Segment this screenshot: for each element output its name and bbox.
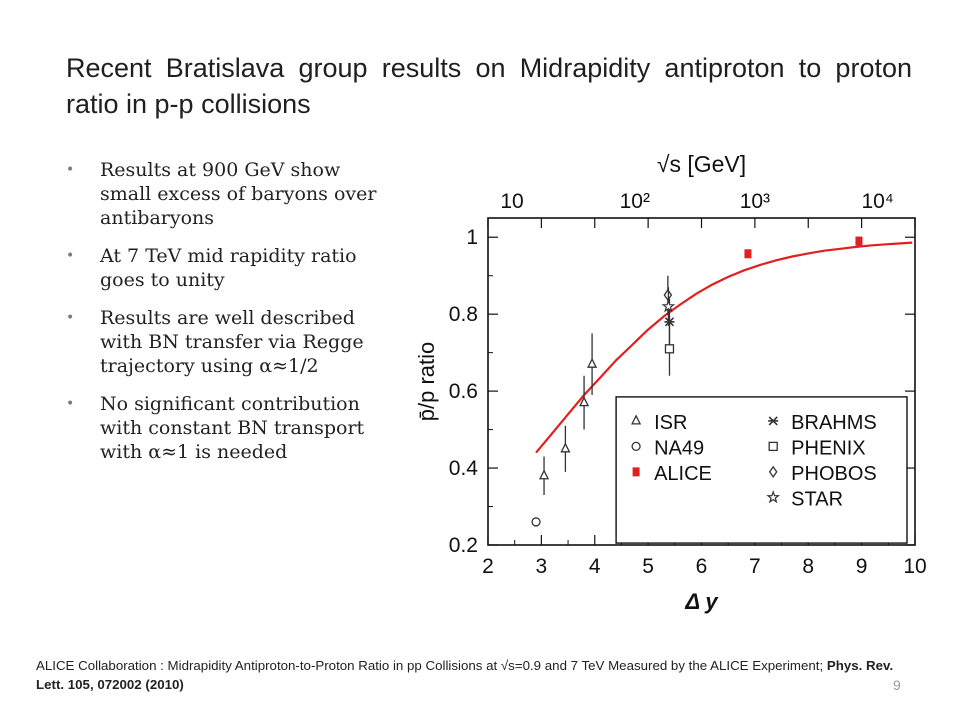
bullet-icon: •	[66, 396, 75, 412]
x-axis-label: Δ y	[684, 589, 719, 614]
legend-label: ISR	[654, 412, 687, 434]
legend-label: STAR	[791, 488, 843, 510]
y-tick-label: 0.8	[449, 303, 478, 326]
legend-marker	[766, 490, 781, 504]
data-point	[531, 517, 541, 527]
marker-open-square	[768, 441, 778, 452]
bullet-text: Results are well described with BN trans…	[100, 307, 364, 377]
y-axis-label: p̄/p ratio	[414, 342, 439, 422]
slide-title: Recent Bratislava group results on Midra…	[66, 53, 912, 119]
x-tick-label: 5	[642, 555, 654, 578]
x-tick-label: 8	[802, 555, 814, 578]
y-tick-label: 1	[466, 226, 478, 249]
bullet-item: • No significant contribution with consta…	[60, 392, 395, 464]
x-tick-label: 6	[696, 555, 708, 578]
marker-diamond	[768, 465, 778, 479]
marker-triangle	[587, 357, 598, 368]
marker-triangle	[560, 442, 571, 453]
data-point	[664, 344, 675, 354]
bullet-item: • At 7 TeV mid rapidity ratio goes to uni…	[60, 244, 395, 292]
legend-label: PHOBOS	[791, 463, 877, 485]
bullet-item: • Results are well described with BN tran…	[60, 306, 395, 378]
citation-text: ALICE Collaboration : Midrapidity Antipr…	[36, 658, 824, 673]
citation-footer: ALICE Collaboration : Midrapidity Antipr…	[36, 656, 916, 694]
marker-circle	[531, 517, 541, 527]
legend-label: PHENIX	[791, 437, 865, 459]
marker-open-square	[664, 344, 675, 354]
y-tick-label: 0.4	[449, 457, 479, 480]
legend-label: NA49	[654, 437, 704, 459]
top-tick-label: 10²	[620, 190, 650, 213]
y-tick-label: 0.2	[449, 534, 478, 557]
legend-marker	[768, 416, 779, 426]
legend-marker	[631, 414, 642, 425]
bullet-text: At 7 TeV mid rapidity ratio goes to unit…	[100, 245, 357, 291]
legend-marker	[631, 441, 641, 452]
legend-label: ALICE	[654, 463, 712, 485]
top-tick-label: 10³	[740, 190, 770, 213]
marker-triangle	[631, 414, 642, 425]
bullet-icon: •	[66, 310, 75, 326]
x-tick-label: 9	[856, 555, 868, 578]
legend-box	[615, 396, 908, 544]
bullet-icon: •	[66, 162, 75, 178]
x-tick-label: 10	[903, 555, 926, 578]
bullet-text: No significant contribution with constan…	[100, 393, 365, 463]
bullet-item: • Results at 900 GeV show small excess of…	[60, 158, 395, 230]
legend-label: BRAHMS	[791, 412, 877, 434]
data-point	[579, 396, 590, 407]
page-number: 9	[893, 677, 901, 693]
citation-reference: Phys. Rev. Lett. 105, 072002 (2010)	[36, 658, 894, 692]
marker-star	[661, 299, 676, 313]
marker-star	[766, 490, 781, 504]
legend-marker	[768, 465, 778, 479]
bullet-list: • Results at 900 GeV show small excess of…	[60, 158, 395, 478]
bullet-icon: •	[66, 248, 75, 264]
y-tick-label: 0.6	[449, 380, 478, 403]
data-point	[855, 236, 863, 246]
x-tick-label: 4	[589, 555, 601, 578]
data-point	[560, 442, 571, 453]
bullet-text: Results at 900 GeV show small excess of …	[100, 159, 377, 229]
top-tick-label: 10⁴	[861, 190, 893, 213]
marker-triangle	[579, 396, 590, 407]
ratio-chart: 2 3 4 5 6 7 8 9 10 0.2 0.4 0.6 0.8 1 10 10² 10³ 10⁴ √s [Ge…	[414, 151, 927, 614]
marker-square	[744, 249, 752, 259]
fit-curve	[535, 241, 913, 454]
x-tick-label: 7	[749, 555, 761, 578]
marker-square	[855, 236, 863, 246]
marker-square	[632, 467, 640, 477]
data-point	[538, 469, 550, 480]
marker-triangle	[538, 469, 550, 480]
top-axis-label: √s [GeV]	[657, 151, 746, 177]
top-tick-label: 10	[500, 190, 523, 213]
legend-marker	[632, 467, 640, 477]
marker-circle	[631, 441, 641, 452]
data-point	[661, 299, 676, 313]
data-point	[587, 357, 598, 368]
data-point	[744, 249, 752, 259]
x-tick-label: 3	[536, 555, 548, 578]
x-tick-label: 2	[482, 555, 494, 578]
legend-marker	[768, 441, 778, 452]
